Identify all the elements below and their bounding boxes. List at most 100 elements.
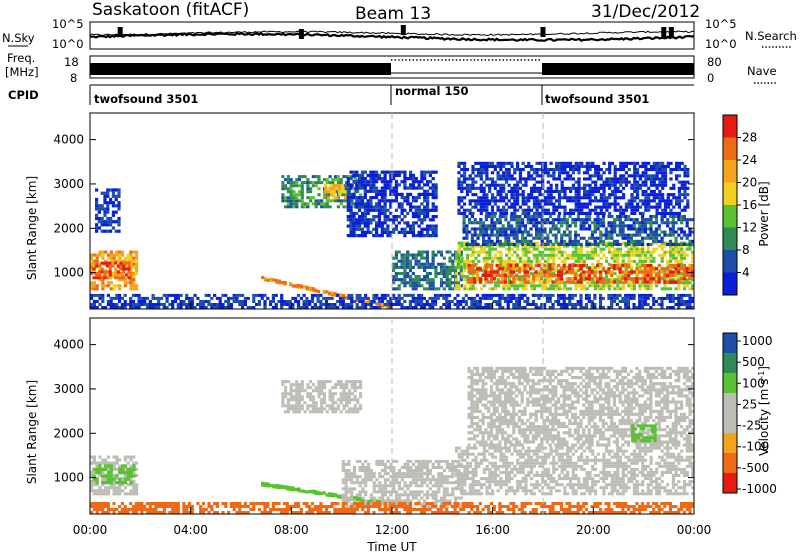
- vel-cells-cell: [101, 471, 104, 474]
- power-cells-cell: [358, 180, 361, 183]
- power-cells-cell: [324, 190, 327, 193]
- power-cells-cell: [440, 294, 443, 297]
- power-cells-cell: [369, 231, 372, 234]
- power-cells-cell: [465, 237, 468, 240]
- power-cells-cell: [386, 215, 389, 218]
- power-cells-cell: [398, 278, 401, 281]
- power-cells-cell: [499, 174, 502, 177]
- power-cells-cell: [401, 231, 404, 234]
- power-cells-cell: [516, 203, 519, 206]
- power-cells-cell: [523, 277, 526, 280]
- power-cells-cell: [680, 237, 683, 240]
- power-cells-cell: [610, 227, 613, 230]
- power-cells-cell: [305, 300, 308, 303]
- power-cells-cell: [114, 270, 117, 273]
- power-cells-cell: [574, 274, 577, 277]
- power-cells-cell: [633, 165, 636, 168]
- power-cells-cell: [550, 193, 553, 196]
- power-cells-cell: [527, 196, 530, 199]
- power-cells-cell: [538, 212, 541, 215]
- power-cells-cell: [538, 281, 541, 284]
- power-cells-cell: [647, 168, 650, 171]
- power-cells-cell: [636, 187, 639, 190]
- power-cells-cell: [577, 171, 580, 174]
- power-cells-cell: [513, 260, 516, 263]
- power-cells-cell: [680, 260, 683, 263]
- power-cells-cell: [95, 273, 98, 276]
- power-cells-cell: [409, 278, 412, 281]
- power-cells-cell: [536, 209, 539, 212]
- power-cells-cell: [258, 300, 261, 303]
- power-cells-cell: [653, 168, 656, 171]
- power-cells-cell: [641, 277, 644, 280]
- power-cells-cell: [304, 205, 307, 208]
- power-cells-cell: [508, 206, 511, 209]
- power-cells-cell: [465, 227, 468, 230]
- power-cells-cell: [661, 215, 664, 218]
- power-cells-cell: [96, 287, 99, 290]
- power-cells-cell: [524, 199, 527, 202]
- power-cells-cell: [395, 257, 398, 260]
- power-cells-cell: [101, 300, 104, 303]
- power-cells-cell: [429, 287, 432, 290]
- power-cells-cell: [596, 215, 599, 218]
- power-cells-cell: [426, 251, 429, 254]
- power-cells-cell: [488, 240, 491, 243]
- power-cells-cell: [649, 294, 652, 297]
- power-cells-cell: [207, 300, 210, 303]
- power-cells-cell: [101, 223, 104, 226]
- power-cells-cell: [666, 294, 669, 297]
- vel-cells-cell: [292, 389, 295, 392]
- power-cells-cell: [680, 277, 683, 280]
- power-cells-cell: [575, 206, 578, 209]
- power-cells-cell: [569, 199, 572, 202]
- power-cells-cell: [337, 175, 340, 178]
- power-cells-cell: [469, 248, 472, 251]
- power-cells-cell: [586, 254, 589, 257]
- power-cells-cell: [266, 297, 269, 300]
- power-cells-cell: [403, 254, 406, 257]
- power-cells-cell: [630, 270, 633, 273]
- power-cells-cell: [372, 190, 375, 193]
- power-cells-cell: [608, 162, 611, 165]
- power-cells-cell: [472, 248, 475, 251]
- power-cells-cell: [480, 174, 483, 177]
- power-cells-cell: [549, 300, 552, 303]
- power-cells-cell: [107, 303, 110, 306]
- power-cells-cell: [600, 187, 603, 190]
- power-cells-cell: [445, 303, 448, 306]
- power-cells-cell: [593, 297, 596, 300]
- power-cells-cell: [611, 254, 614, 257]
- power-cells-cell: [93, 276, 96, 279]
- power-cells-cell: [429, 193, 432, 196]
- power-cells-cell: [309, 181, 312, 184]
- power-cells-cell: [461, 257, 464, 260]
- power-cells-cell: [513, 187, 516, 190]
- power-cells-cell: [384, 215, 387, 218]
- power-cells-cell: [331, 303, 334, 306]
- power-cells-cell: [451, 254, 454, 257]
- power-cells-cell: [499, 209, 502, 212]
- power-cells-cell: [138, 300, 141, 303]
- power-cells-cell: [426, 196, 429, 199]
- power-cells-cell: [522, 284, 525, 287]
- power-cells-cell: [558, 248, 561, 251]
- power-cells-cell: [674, 303, 677, 306]
- power-cells-cell: [650, 206, 653, 209]
- power-cells-cell: [627, 297, 630, 300]
- power-cells-cell: [633, 240, 636, 243]
- power-cells-cell: [337, 181, 340, 184]
- power-cells-cell: [458, 242, 461, 245]
- power-cells-cell: [372, 187, 375, 190]
- power-cells-cell: [466, 260, 469, 263]
- vel-cells-cell: [113, 474, 116, 477]
- power-cells-cell: [369, 183, 372, 186]
- power-cells-cell: [350, 231, 353, 234]
- vel-cells-cell: [304, 401, 307, 404]
- power-cells-cell: [507, 270, 510, 273]
- vel-cells-cell: [287, 398, 290, 401]
- power-cells-cell: [602, 267, 605, 270]
- power-cells-cell: [406, 294, 409, 297]
- power-cells-cell: [499, 177, 502, 180]
- power-cells-cell: [522, 162, 525, 165]
